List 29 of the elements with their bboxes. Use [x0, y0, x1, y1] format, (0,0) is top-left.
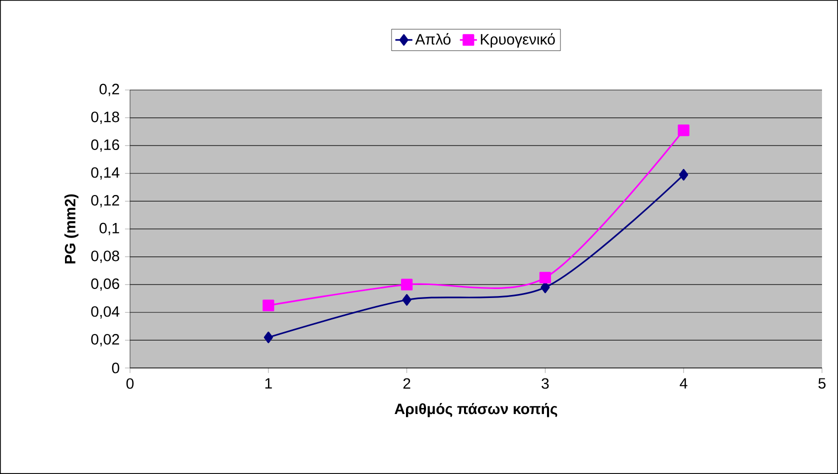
- x-tick-label: 0: [126, 378, 134, 389]
- x-tick-label: 5: [818, 378, 826, 389]
- x-tick-label: 3: [542, 378, 549, 389]
- y-tick-label: 0,14: [91, 167, 120, 180]
- y-tick-label: 0,06: [91, 278, 120, 291]
- point: [402, 294, 412, 306]
- y-tick-label: 0,1: [100, 222, 120, 236]
- point: [678, 124, 690, 136]
- y-axis-title: PG (mm2): [64, 194, 78, 264]
- point: [540, 282, 550, 294]
- legend-label: Απλό: [415, 33, 450, 45]
- legend-label: Κρυογενικό: [480, 33, 555, 48]
- y-tick-label: 0,08: [91, 250, 120, 263]
- point: [539, 272, 552, 284]
- y-tick-label: 0,02: [91, 334, 120, 346]
- point: [264, 332, 273, 344]
- y-tick-label: 0,18: [91, 112, 120, 124]
- y-tick-label: 0,12: [91, 194, 120, 208]
- y-tick-label: 0,2: [100, 84, 120, 96]
- point: [401, 278, 413, 290]
- x-tick-label: 1: [265, 378, 272, 389]
- point: [679, 168, 688, 181]
- x-axis-title: Αριθμός πάσων κοπής: [394, 403, 558, 418]
- x-tick-label: 4: [680, 378, 688, 389]
- x-tick-label: 2: [403, 378, 410, 389]
- y-tick-label: 0,04: [91, 306, 120, 319]
- y-tick-label: 0: [112, 362, 120, 374]
- point: [262, 300, 274, 312]
- y-tick-label: 0,16: [91, 139, 120, 152]
